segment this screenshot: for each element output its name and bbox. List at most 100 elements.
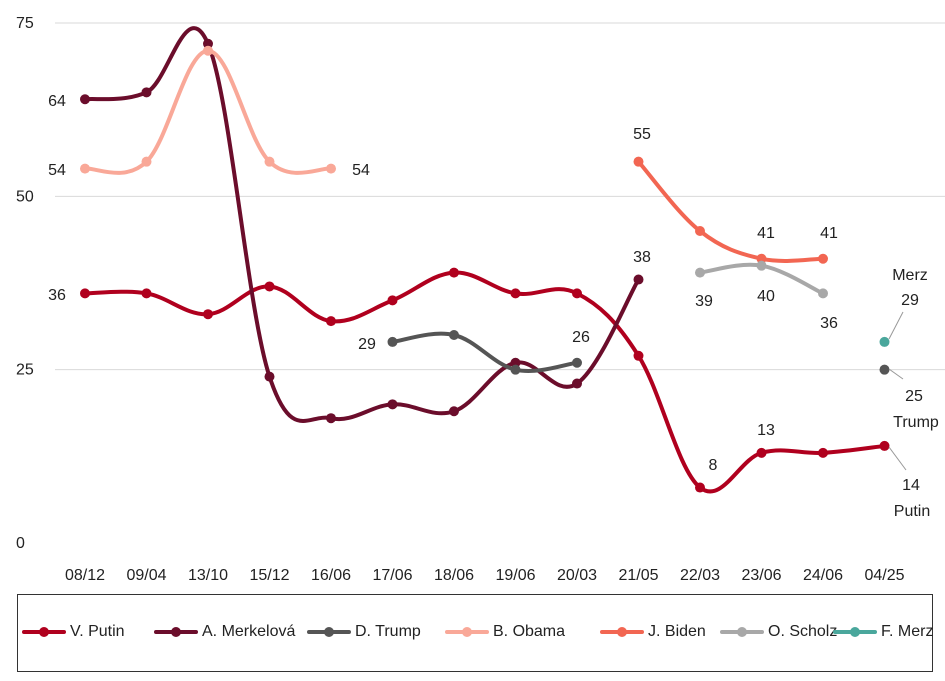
data-label: Putin bbox=[894, 503, 930, 520]
data-label: Merz bbox=[892, 267, 928, 284]
data-point bbox=[695, 267, 705, 278]
legend: V. Putin A. Merkelová D. Trump B. Obama J. B… bbox=[17, 594, 933, 672]
legend-item-f-merz: F. Merz bbox=[833, 622, 933, 642]
legend-label: F. Merz bbox=[881, 623, 934, 640]
data-point bbox=[510, 364, 521, 375]
x-tick-label: 13/10 bbox=[188, 567, 228, 584]
data-label: 13 bbox=[757, 422, 775, 439]
data-label: 64 bbox=[48, 93, 66, 110]
data-point bbox=[572, 378, 582, 389]
data-label: 36 bbox=[48, 287, 66, 304]
data-label: Trump bbox=[893, 414, 939, 431]
data-label: 8 bbox=[709, 457, 718, 474]
data-label: 25 bbox=[905, 388, 923, 405]
series-v-putin bbox=[80, 267, 890, 494]
legend-item-d-trump: D. Trump bbox=[307, 622, 421, 642]
legend-label: A. Merkelová bbox=[202, 623, 296, 640]
series-f-merz bbox=[879, 336, 890, 347]
y-axis-ticks: 0 25 50 75 bbox=[16, 15, 34, 552]
data-point bbox=[756, 253, 767, 264]
legend-label: J. Biden bbox=[648, 623, 706, 640]
data-point bbox=[203, 45, 213, 56]
data-point bbox=[633, 274, 644, 285]
series-line bbox=[636, 159, 825, 263]
data-point bbox=[449, 330, 459, 340]
legend-item-v-putin: V. Putin bbox=[22, 622, 125, 642]
data-label: 29 bbox=[901, 292, 919, 309]
legend-item-o-scholz: O. Scholz bbox=[720, 622, 837, 642]
leader-line bbox=[888, 446, 907, 471]
data-label: 26 bbox=[572, 329, 590, 346]
x-tick-label: 08/12 bbox=[65, 567, 105, 584]
x-tick-label: 20/03 bbox=[557, 567, 597, 584]
data-point bbox=[818, 253, 828, 264]
data-label: 54 bbox=[352, 162, 370, 179]
data-point bbox=[264, 156, 275, 167]
leader-line bbox=[888, 368, 904, 380]
line-chart: 0 25 50 75 08/12 09/04 13/10 15/12 16/06 17/06 18… bbox=[16, 15, 945, 584]
data-point bbox=[510, 288, 521, 299]
data-point bbox=[203, 38, 213, 49]
legend-label: B. Obama bbox=[493, 623, 566, 640]
y-tick-label: 0 bbox=[16, 535, 25, 552]
legend-swatch bbox=[307, 627, 351, 637]
data-point bbox=[326, 163, 336, 174]
data-point bbox=[879, 364, 890, 375]
legend-item-j-biden: J. Biden bbox=[600, 622, 706, 642]
data-point bbox=[695, 482, 705, 493]
x-tick-label: 21/05 bbox=[618, 567, 658, 584]
legend-swatch bbox=[22, 627, 66, 637]
leader-line bbox=[888, 311, 904, 340]
x-axis-ticks: 08/12 09/04 13/10 15/12 16/06 17/06 18/06 19/06… bbox=[65, 567, 905, 584]
data-point bbox=[387, 336, 398, 347]
data-point bbox=[756, 447, 767, 458]
label-leaders bbox=[888, 311, 907, 471]
legend-label: O. Scholz bbox=[768, 623, 838, 640]
x-tick-label: 09/04 bbox=[126, 567, 166, 584]
data-label: 54 bbox=[48, 162, 66, 179]
x-tick-label: 15/12 bbox=[249, 567, 289, 584]
y-tick-label: 50 bbox=[16, 188, 34, 205]
data-label: 39 bbox=[695, 293, 713, 310]
data-point bbox=[818, 447, 828, 458]
legend-swatch bbox=[720, 627, 764, 637]
data-point bbox=[879, 440, 890, 451]
legend-item-b-obama: B. Obama bbox=[445, 622, 565, 642]
data-label: 29 bbox=[358, 336, 376, 353]
series-b-obama bbox=[80, 45, 336, 175]
series-a-merkelova bbox=[80, 26, 644, 424]
data-label: 38 bbox=[633, 249, 651, 266]
data-point bbox=[326, 413, 336, 424]
x-tick-label: 23/06 bbox=[741, 567, 781, 584]
data-point bbox=[756, 260, 767, 271]
data-point bbox=[203, 309, 213, 320]
data-point bbox=[387, 295, 398, 306]
legend-swatch bbox=[154, 627, 198, 637]
y-tick-label: 25 bbox=[16, 362, 34, 379]
series-o-scholz bbox=[695, 260, 828, 299]
legend-label: D. Trump bbox=[355, 623, 421, 640]
data-point bbox=[572, 288, 582, 299]
series-lines bbox=[80, 26, 890, 494]
x-tick-label: 17/06 bbox=[372, 567, 412, 584]
data-label: 41 bbox=[820, 225, 838, 242]
data-point bbox=[510, 357, 521, 368]
x-tick-label: 22/03 bbox=[680, 567, 720, 584]
data-point bbox=[449, 406, 459, 417]
data-label: 14 bbox=[902, 477, 920, 494]
legend-swatch bbox=[833, 627, 877, 637]
data-point bbox=[141, 288, 152, 299]
data-label: 41 bbox=[757, 225, 775, 242]
data-point bbox=[141, 156, 152, 167]
x-tick-label: 18/06 bbox=[434, 567, 474, 584]
data-point bbox=[80, 163, 90, 174]
data-point bbox=[633, 350, 644, 361]
y-tick-label: 75 bbox=[16, 15, 34, 32]
data-point bbox=[387, 399, 398, 410]
series-line bbox=[83, 26, 641, 423]
data-point bbox=[264, 281, 275, 292]
data-point bbox=[264, 371, 275, 382]
data-point bbox=[695, 226, 705, 236]
data-point bbox=[326, 316, 336, 327]
data-point bbox=[818, 288, 828, 299]
